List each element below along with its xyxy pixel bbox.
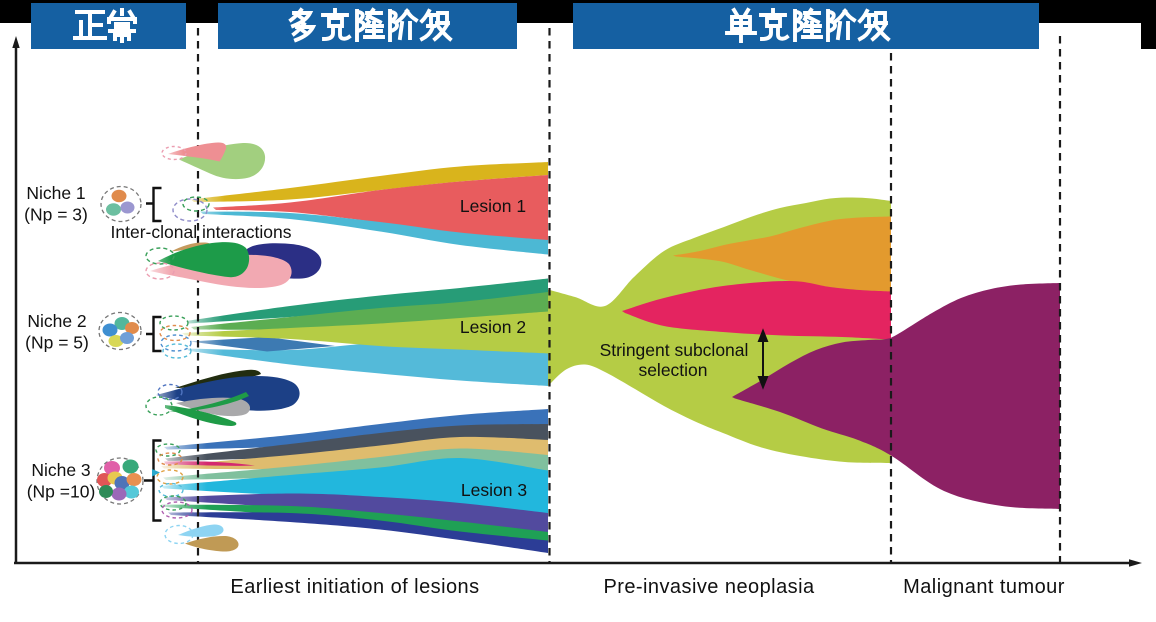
svg-text:(Np = 3): (Np = 3) [24, 205, 88, 225]
svg-text:Lesion 3: Lesion 3 [461, 480, 527, 500]
svg-text:Niche 2: Niche 2 [27, 311, 86, 331]
svg-text:selection: selection [638, 360, 707, 380]
svg-text:(Np = 5): (Np = 5) [25, 333, 89, 353]
svg-text:Lesion 1: Lesion 1 [460, 196, 526, 216]
svg-text:Earliest initiation of lesions: Earliest initiation of lesions [230, 576, 479, 598]
svg-text:Malignant tumour: Malignant tumour [903, 576, 1065, 598]
svg-text:Niche 1: Niche 1 [26, 183, 85, 203]
svg-text:Inter-clonal interactions: Inter-clonal interactions [111, 222, 292, 242]
svg-text:Stringent subclonal: Stringent subclonal [600, 340, 749, 360]
svg-text:Niche 3: Niche 3 [31, 460, 90, 480]
svg-text:Lesion 2: Lesion 2 [460, 317, 526, 337]
svg-text:(Np =10): (Np =10) [27, 482, 96, 502]
svg-text:Pre-invasive neoplasia: Pre-invasive neoplasia [603, 576, 815, 598]
